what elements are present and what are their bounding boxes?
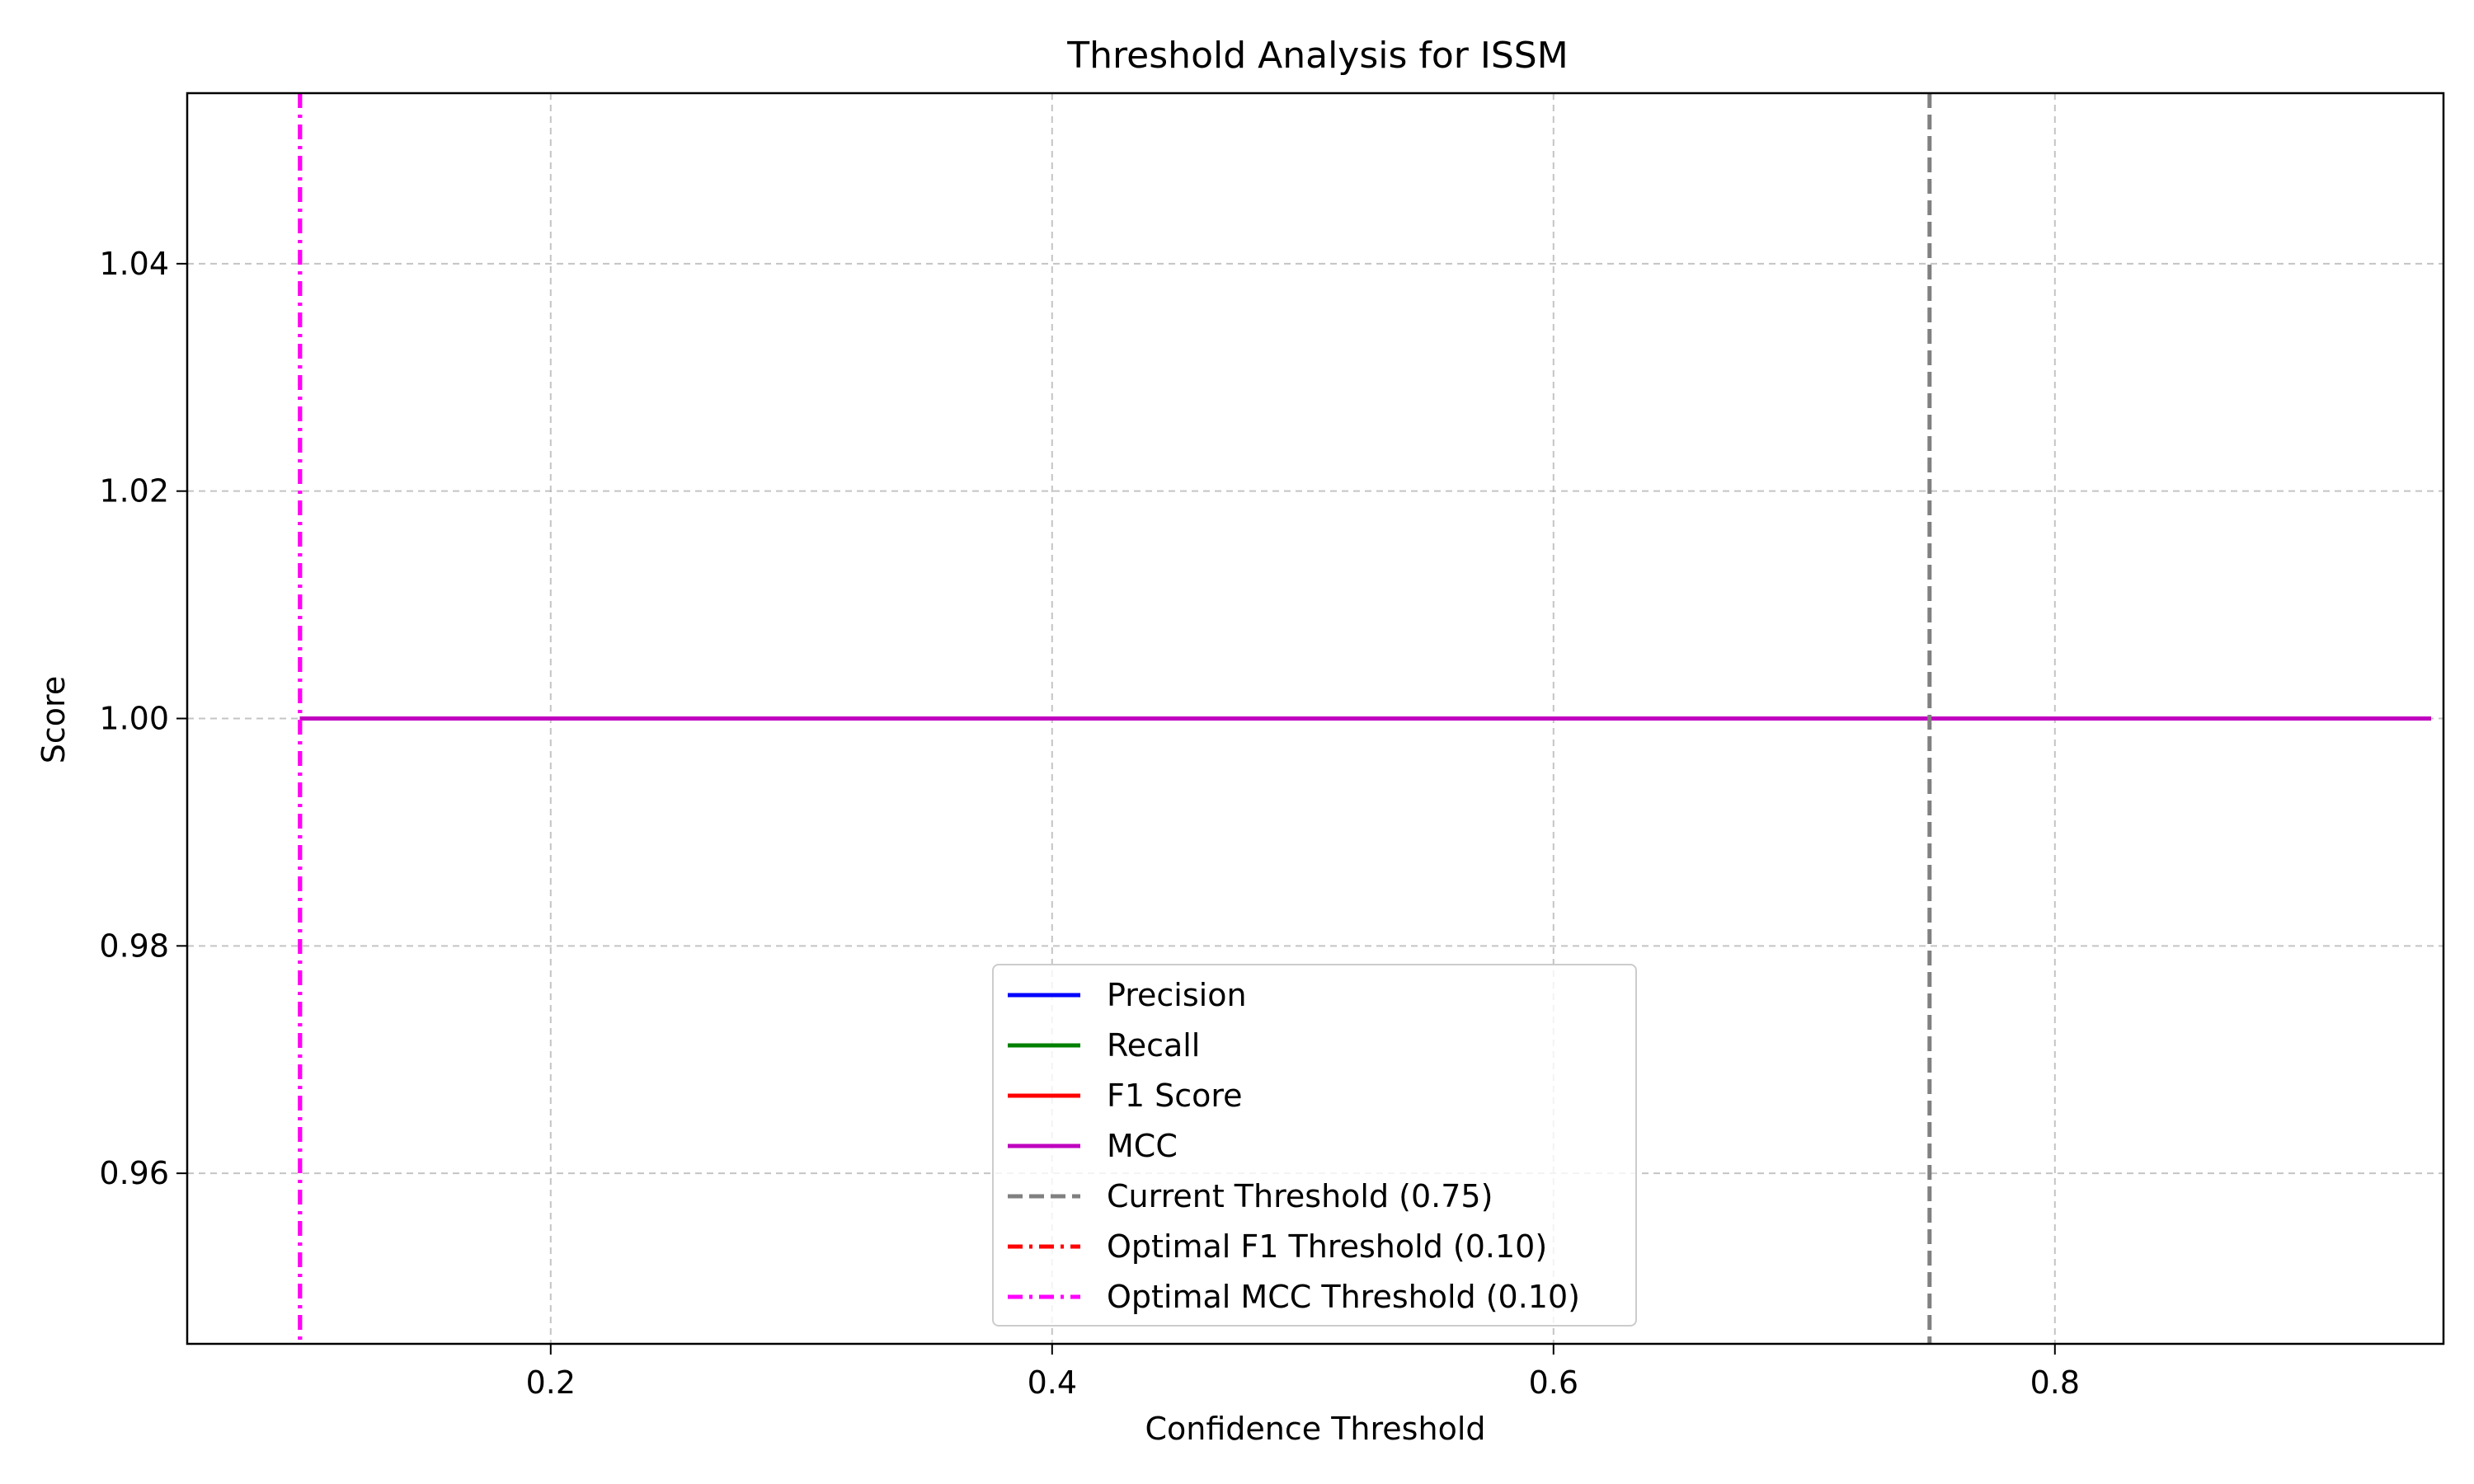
- legend-label: Optimal F1 Threshold (0.10): [1107, 1228, 1547, 1265]
- legend-label: Current Threshold (0.75): [1107, 1178, 1493, 1214]
- x-tick-label: 0.6: [1529, 1364, 1578, 1401]
- legend-label: F1 Score: [1107, 1078, 1243, 1114]
- legend-box: [992, 964, 1637, 1327]
- x-axis-label: Confidence Threshold: [1145, 1411, 1485, 1447]
- legend-label: MCC: [1107, 1128, 1178, 1164]
- legend: Precision Recall F1 Score MCC Current Thresh…: [992, 964, 1637, 1327]
- x-tick-label: 0.2: [526, 1364, 576, 1401]
- legend-label: Optimal MCC Threshold (0.10): [1107, 1279, 1580, 1315]
- x-tick-label: 0.4: [1028, 1364, 1077, 1401]
- chart-title: Threshold Analysis for ISSM: [1066, 35, 1568, 77]
- y-tick-label: 0.96: [99, 1155, 169, 1191]
- y-tick-label: 1.00: [99, 701, 169, 737]
- y-tick-label: 0.98: [99, 928, 169, 964]
- axis-ticks: 0.2 0.4 0.6 0.8 0.96 0.98 1.00 1.02 1.04: [99, 246, 2080, 1401]
- legend-label: Recall: [1107, 1027, 1200, 1064]
- legend-label: Precision: [1107, 977, 1247, 1013]
- y-tick-label: 1.02: [99, 473, 169, 510]
- y-axis-label: Score: [35, 676, 72, 763]
- threshold-lines: [298, 93, 1932, 1344]
- x-tick-label: 0.8: [2030, 1364, 2080, 1401]
- y-tick-label: 1.04: [99, 246, 169, 282]
